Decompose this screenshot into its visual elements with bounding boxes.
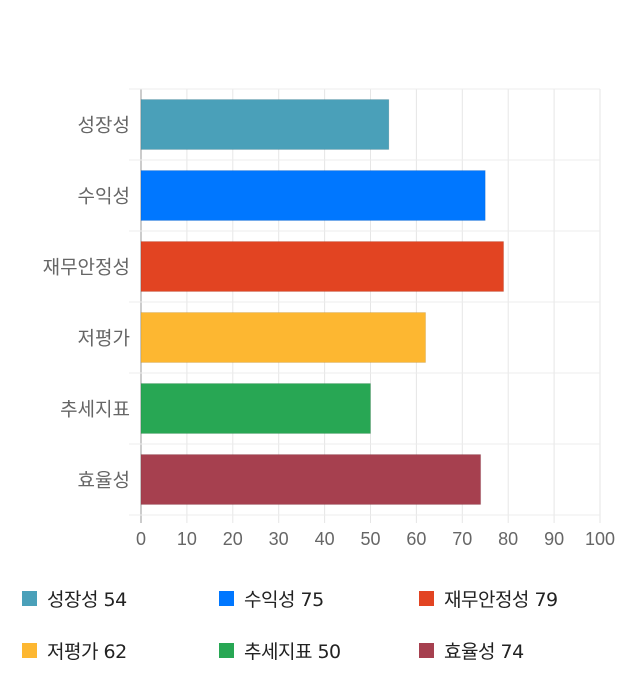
legend-label: 효율성 74: [444, 640, 524, 663]
legend-swatch: [219, 590, 234, 606]
legend-swatch: [219, 642, 234, 658]
bar-chart: 0 10 20 30 40 50 60 70 80 90 100 성장성수익성재무안정성저평가추세지표…: [43, 88, 615, 549]
legend-swatch: [22, 590, 37, 606]
x-tick-label: 0: [136, 529, 146, 549]
category-label: 성장성: [78, 115, 130, 137]
category-label: 효율성: [78, 470, 130, 492]
bar: [140, 383, 371, 434]
legend-label: 추세지표 50: [244, 640, 341, 663]
x-tick-label: 70: [452, 529, 472, 549]
x-tick-label: 10: [177, 529, 197, 549]
legend-item[interactable]: 성장성 54: [22, 583, 127, 613]
legend-item[interactable]: 재무안정성 79: [419, 583, 558, 613]
legend-swatch: [419, 642, 434, 658]
x-tick-label: 50: [360, 529, 380, 549]
category-label: 재무안정성: [43, 257, 130, 279]
x-tick-label: 60: [406, 529, 426, 549]
x-tick-label: 20: [223, 529, 243, 549]
x-tick-label: 90: [544, 529, 564, 549]
x-tick-label: 80: [498, 529, 518, 549]
x-tick-label: 40: [315, 529, 335, 549]
legend-item[interactable]: 저평가 62: [22, 635, 127, 665]
legend-item[interactable]: 추세지표 50: [219, 635, 341, 665]
bar: [140, 454, 482, 505]
legend-swatch: [22, 642, 37, 658]
bar: [140, 170, 486, 221]
legend-item[interactable]: 수익성 75: [219, 583, 324, 613]
bar: [140, 99, 390, 150]
x-tick-label: 30: [269, 529, 289, 549]
bar: [140, 312, 427, 363]
category-label: 수익성: [78, 186, 130, 208]
bar: [140, 241, 505, 292]
legend-swatch: [419, 590, 434, 606]
legend-label: 수익성 75: [244, 588, 324, 611]
x-tick-label: 100: [585, 529, 615, 549]
legend-label: 성장성 54: [47, 588, 127, 611]
legend-item[interactable]: 효율성 74: [419, 635, 524, 665]
category-label: 추세지표: [60, 399, 130, 421]
category-label: 저평가: [78, 328, 130, 350]
legend-label: 저평가 62: [47, 640, 127, 663]
legend-label: 재무안정성 79: [444, 588, 558, 611]
